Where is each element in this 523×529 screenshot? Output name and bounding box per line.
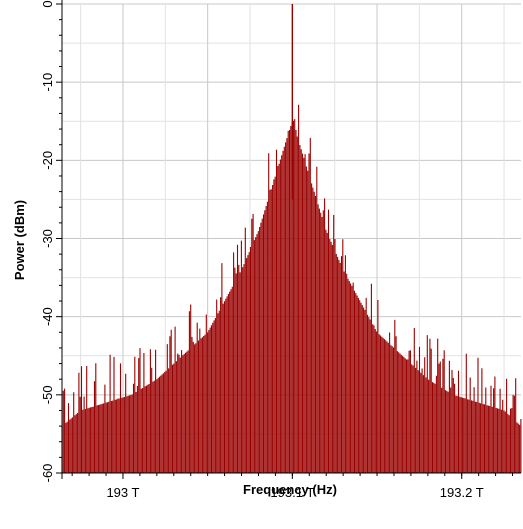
x-axis-title: Frequency (Hz)	[243, 482, 337, 497]
x-tick-label: 193 T	[106, 485, 139, 500]
y-tick-label: -10	[40, 73, 55, 92]
x-tick-label: 193.2 T	[440, 485, 484, 500]
y-tick-label: -20	[40, 151, 55, 170]
y-tick-label: 0	[40, 0, 55, 7]
y-tick-label: -50	[40, 385, 55, 404]
x-tick-label: 193.1 T	[270, 485, 314, 500]
y-tick-label: -40	[40, 307, 55, 326]
y-tick-label: -30	[40, 229, 55, 248]
y-axis-title: Power (dBm)	[12, 200, 27, 280]
y-tick-label: -60	[40, 464, 55, 483]
axis-layer	[56, 0, 521, 479]
label-layer: 0 -10 -20 -30 -40 -50 -60 193 T 193.1 T 193.2 T	[40, 0, 484, 500]
